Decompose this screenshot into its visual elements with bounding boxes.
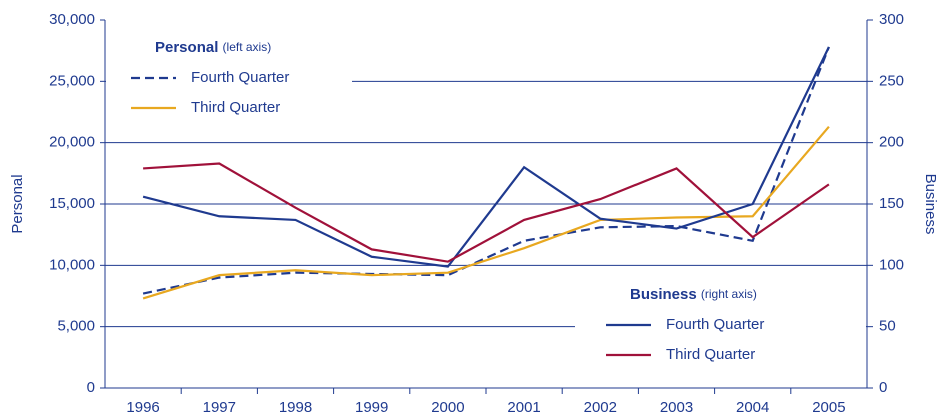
y2-tick-label: 300 (879, 11, 904, 28)
legend-group-title: Personal (155, 39, 218, 56)
legend-group-title: Business (630, 286, 697, 303)
legend-label: Fourth Quarter (666, 316, 764, 333)
legend-title: Business (right axis) (630, 286, 757, 303)
legend-label: Third Quarter (191, 99, 280, 116)
legend-group-note: (right axis) (701, 287, 757, 301)
legend-background (575, 280, 866, 376)
series-line (142, 46, 830, 295)
y2-tick-label: 0 (879, 379, 887, 396)
y-tick-label: 0 (87, 379, 95, 396)
x-tick-label: 2002 (584, 399, 617, 416)
y2-axis-label: Business (922, 174, 937, 235)
y2-tick-label: 100 (879, 256, 904, 273)
y2-tick-label: 150 (879, 195, 904, 212)
y-tick-label: 20,000 (49, 134, 95, 151)
y2-tick-label: 200 (879, 134, 904, 151)
x-tick-label: 2005 (812, 399, 845, 416)
legend-title: Personal (left axis) (155, 39, 271, 56)
y2-tick-label: 50 (879, 318, 896, 335)
x-tick-label: 2004 (736, 399, 769, 416)
y-tick-label: 10,000 (49, 256, 95, 273)
y2-tick-label: 250 (879, 72, 904, 89)
y-tick-label: 25,000 (49, 72, 95, 89)
legend-label: Third Quarter (666, 346, 755, 363)
x-tick-label: 2000 (431, 399, 464, 416)
y-tick-label: 30,000 (49, 11, 95, 28)
y-tick-label: 5,000 (57, 318, 95, 335)
y-tick-label: 15,000 (49, 195, 95, 212)
x-tick-label: 1998 (279, 399, 312, 416)
y-axis-label: Personal (9, 174, 26, 233)
legend-group-note: (left axis) (223, 40, 272, 54)
x-tick-label: 1999 (355, 399, 388, 416)
series-line (142, 46, 830, 268)
x-tick-label: 2001 (507, 399, 540, 416)
series-line (143, 162, 830, 263)
x-tick-label: 2003 (660, 399, 693, 416)
x-tick-label: 1996 (126, 399, 159, 416)
legend-label: Fourth Quarter (191, 69, 289, 86)
x-tick-label: 1997 (203, 399, 236, 416)
